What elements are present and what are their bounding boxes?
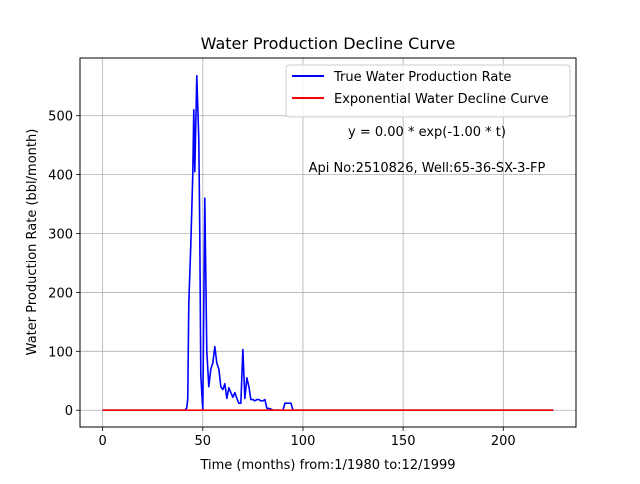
y-tick-label: 300 xyxy=(48,228,73,243)
legend: True Water Production Rate Exponential W… xyxy=(285,64,571,118)
y-tick-label: 200 xyxy=(48,286,73,301)
x-tick-label: 100 xyxy=(291,434,316,449)
x-axis-label: Time (months) from:1/1980 to:12/1999 xyxy=(199,458,455,473)
y-tick-label: 400 xyxy=(48,169,73,184)
legend-box xyxy=(285,64,571,118)
legend-label-exponential-curve: Exponential Water Decline Curve xyxy=(334,92,549,107)
plot-series xyxy=(102,74,554,412)
x-tick-label: 50 xyxy=(195,434,212,449)
y-tick-label: 0 xyxy=(65,404,73,419)
axis-ticks: 0 50 100 150 200 0 100 200 300 400 500 xyxy=(48,110,516,449)
x-tick-label: 0 xyxy=(98,434,106,449)
x-tick-label: 150 xyxy=(391,434,416,449)
legend-label-true-rate: True Water Production Rate xyxy=(333,70,511,85)
series-line-true-rate xyxy=(102,74,554,412)
well-annotation: Api No:2510826, Well:65-36-SX-3-FP xyxy=(309,161,546,176)
y-axis-label: Water Production Rate (bbl/month) xyxy=(25,129,40,356)
plot-frame xyxy=(79,57,577,428)
x-tick-label: 200 xyxy=(491,434,516,449)
y-tick-label: 500 xyxy=(48,110,73,125)
chart-title: Water Production Decline Curve xyxy=(201,34,456,53)
y-tick-label: 100 xyxy=(48,345,73,360)
equation-annotation: y = 0.00 * exp(-1.00 * t) xyxy=(348,125,506,140)
